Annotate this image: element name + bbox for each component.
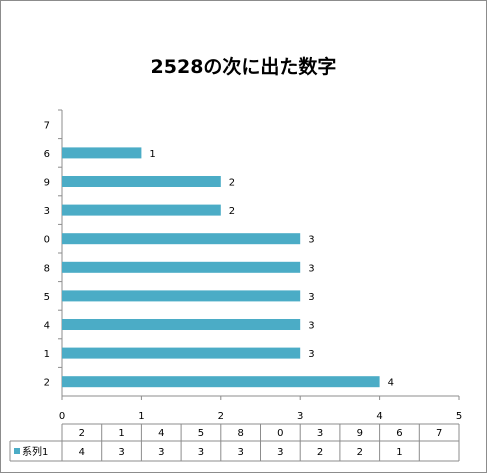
data-label: 2: [229, 178, 235, 189]
table-header-cell: 3: [317, 428, 323, 439]
bar: [62, 147, 142, 159]
table-value-cell: 2: [357, 447, 363, 458]
table-value-cell: 1: [396, 447, 402, 458]
value-tick-label: 3: [297, 411, 303, 422]
data-label: 3: [308, 349, 314, 360]
table-header-cell: 2: [79, 428, 85, 439]
category-tick-label: 4: [44, 321, 50, 332]
chart-title: 2528の次に出た数字: [150, 56, 337, 78]
category-tick-label: 0: [44, 235, 50, 246]
data-label: 3: [308, 321, 314, 332]
value-tick-label: 1: [138, 411, 144, 422]
bar: [62, 290, 301, 302]
category-tick-label: 2: [44, 378, 50, 389]
category-tick-label: 8: [44, 263, 50, 274]
legend-swatch: [14, 448, 20, 454]
table-header-cell: 1: [118, 428, 124, 439]
table-header-cell: 7: [436, 428, 442, 439]
value-tick-label: 2: [218, 411, 224, 422]
bar: [62, 319, 301, 330]
table-value-cell: 3: [237, 447, 243, 458]
table-header-cell: 8: [237, 428, 243, 439]
value-tick-label: 4: [376, 411, 382, 422]
table-header-cell: 4: [158, 428, 164, 439]
data-label: 3: [308, 235, 314, 246]
value-tick-label: 0: [59, 411, 65, 422]
table-value-cell: 4: [79, 447, 85, 458]
table-value-cell: 3: [277, 447, 283, 458]
bar: [62, 176, 221, 187]
data-label: 1: [149, 149, 155, 160]
category-tick-label: 1: [44, 349, 50, 360]
category-tick-label: 7: [44, 120, 50, 131]
data-label: 2: [229, 206, 235, 217]
table-header-cell: 9: [357, 428, 363, 439]
category-tick-label: 9: [44, 178, 50, 189]
table-value-cell: 2: [317, 447, 323, 458]
data-label: 3: [308, 292, 314, 303]
bar: [62, 233, 301, 245]
table-header-cell: 6: [396, 428, 402, 439]
category-tick-label: 3: [44, 206, 50, 217]
category-tick-label: 6: [44, 149, 50, 160]
bar: [62, 204, 221, 216]
data-label: 4: [388, 378, 394, 389]
bar: [62, 376, 380, 388]
table-value-cell: 3: [118, 447, 124, 458]
table-value-cell: 3: [198, 447, 204, 458]
table-header-cell: 0: [277, 428, 283, 439]
table-value-cell: 3: [158, 447, 164, 458]
value-tick-label: 5: [456, 411, 462, 422]
legend-series-name: 系列1: [22, 445, 48, 458]
table-header-cell: 5: [198, 428, 204, 439]
category-tick-label: 5: [44, 292, 50, 303]
bar: [62, 347, 301, 359]
data-label: 3: [308, 263, 314, 274]
bar: [62, 261, 301, 273]
